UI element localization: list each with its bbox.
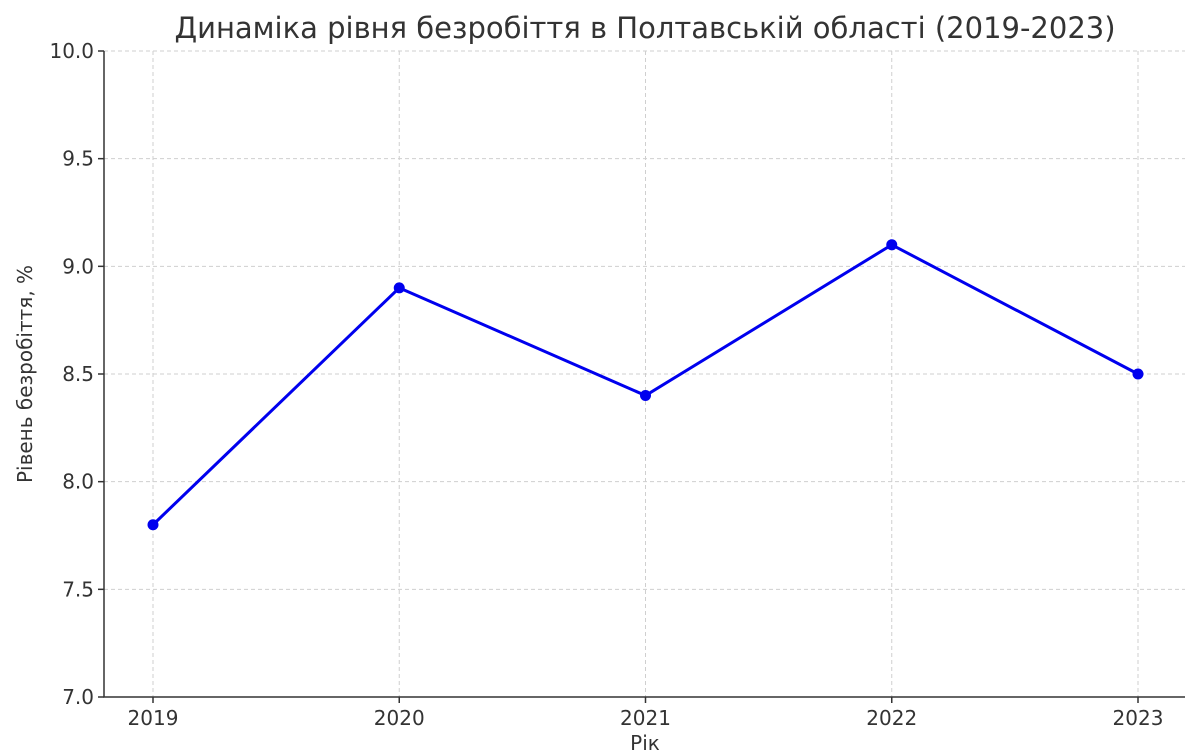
data-point xyxy=(886,239,898,251)
chart-title: Динаміка рівня безробіття в Полтавській … xyxy=(174,11,1115,45)
x-tick-label: 2020 xyxy=(374,706,425,730)
y-tick-label: 10.0 xyxy=(49,39,94,63)
data-point xyxy=(147,519,159,531)
y-axis-label: Рівень безробіття, % xyxy=(13,265,37,483)
series xyxy=(147,239,1144,531)
y-axis-ticks: 7.0 7.5 8.0 8.5 9.0 9.5 10.0 xyxy=(49,39,104,709)
y-tick-label: 9.0 xyxy=(62,254,94,278)
y-tick-label: 7.5 xyxy=(62,577,94,601)
y-tick-label: 9.5 xyxy=(62,147,94,171)
y-tick-label: 8.5 xyxy=(62,362,94,386)
x-axis-ticks: 2019 2020 2021 2022 2023 xyxy=(128,697,1164,730)
series-line xyxy=(151,243,1139,526)
data-point xyxy=(640,390,651,402)
y-tick-label: 8.0 xyxy=(62,470,94,494)
x-tick-label: 2022 xyxy=(866,706,917,730)
data-point xyxy=(393,282,405,294)
grid xyxy=(104,50,1185,698)
x-tick-label: 2023 xyxy=(1113,706,1164,730)
data-point xyxy=(1132,368,1144,380)
x-tick-label: 2021 xyxy=(620,706,671,730)
x-axis-label: Рік xyxy=(630,731,660,754)
y-tick-label: 7.0 xyxy=(62,685,94,709)
x-tick-label: 2019 xyxy=(128,706,179,730)
